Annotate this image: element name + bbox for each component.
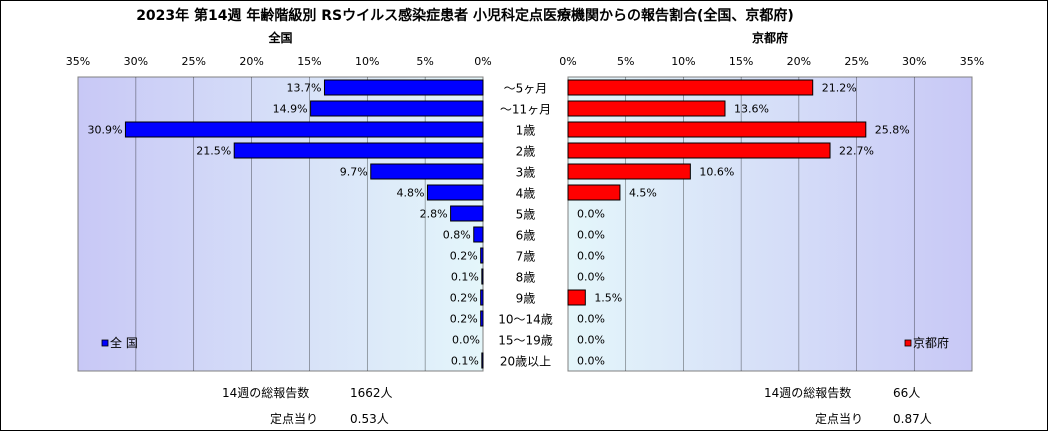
left-bar [481, 268, 484, 285]
left-value-label: 21.5% [196, 145, 231, 158]
left-value-label: 0.1% [451, 271, 479, 284]
left-tick-label: 15% [297, 55, 321, 68]
right-bar [567, 100, 726, 117]
right-value-label: 0.0% [577, 229, 605, 242]
right-value-label: 0.0% [577, 355, 605, 368]
category-label: 3歳 [516, 166, 536, 180]
right-tick-label: 25% [844, 55, 868, 68]
right-tick-label: 20% [787, 55, 811, 68]
left-value-label: 0.8% [443, 229, 471, 242]
left-value-label: 4.8% [397, 187, 425, 200]
left-bar [450, 205, 484, 222]
right-value-label: 25.8% [875, 124, 910, 137]
right-tick-label: 15% [729, 55, 753, 68]
legend-label-national: 全 国 [110, 335, 138, 350]
left-tick-label: 35% [66, 55, 90, 68]
left-tick-label: 5% [416, 55, 433, 68]
kyoto-per-value: 0.87人 [893, 412, 932, 426]
left-value-label: 30.9% [87, 124, 122, 137]
national-per-value: 0.53人 [350, 412, 389, 426]
left-bar [124, 121, 484, 138]
category-label: 9歳 [516, 292, 536, 306]
national-total-value: 1662人 [350, 386, 393, 400]
category-label: 6歳 [516, 229, 536, 243]
left-value-label: 0.2% [450, 250, 478, 263]
left-tick-label: 25% [181, 55, 205, 68]
left-plot-area [77, 76, 484, 372]
right-bar [567, 79, 814, 96]
left-tick-label: 0% [474, 55, 491, 68]
right-plot-area [567, 76, 973, 372]
right-value-label: 0.0% [577, 271, 605, 284]
right-value-label: 4.5% [629, 187, 657, 200]
right-value-label: 0.0% [577, 334, 605, 347]
left-bar [310, 100, 484, 117]
right-bar [567, 163, 691, 180]
right-tick-label: 10% [671, 55, 695, 68]
right-bar [567, 142, 831, 159]
right-tick-label: 30% [902, 55, 926, 68]
national-total-label: 14週の総報告数 [222, 386, 310, 400]
kyoto-total-label: 14週の総報告数 [764, 386, 852, 400]
left-tick-label: 20% [239, 55, 263, 68]
right-panel-title: 京都府 [752, 30, 788, 45]
category-label: 8歳 [516, 271, 536, 285]
right-value-label: 10.6% [699, 166, 734, 179]
left-bar [426, 184, 484, 201]
right-value-label: 0.0% [577, 208, 605, 221]
category-label: ～11ヶ月 [500, 103, 551, 117]
category-label: 15～19歳 [498, 334, 553, 348]
right-tick-label: 0% [559, 55, 576, 68]
legend-swatch-national [101, 339, 109, 347]
category-label: 10～14歳 [498, 313, 553, 327]
left-bar [473, 226, 484, 243]
left-bar [480, 310, 484, 327]
category-label: 2歳 [516, 145, 536, 159]
right-bar [567, 184, 621, 201]
right-bar [567, 121, 867, 138]
left-bar [323, 79, 484, 96]
left-value-label: 0.0% [452, 334, 480, 347]
category-label: 7歳 [516, 250, 536, 264]
left-value-label: 0.2% [450, 292, 478, 305]
legend-label-kyoto: 京都府 [913, 335, 949, 350]
right-tick-label: 5% [617, 55, 634, 68]
right-value-label: 0.0% [577, 313, 605, 326]
left-bar [480, 289, 484, 306]
kyoto-total-value: 66人 [893, 386, 921, 400]
right-bar [567, 289, 586, 306]
category-label: 1歳 [516, 124, 536, 138]
kyoto-per-label: 定点当り [815, 412, 864, 426]
right-value-label: 13.6% [734, 103, 769, 116]
left-bar [481, 352, 484, 369]
left-value-label: 0.2% [450, 313, 478, 326]
left-value-label: 14.9% [273, 103, 308, 116]
legend-swatch-kyoto [904, 339, 912, 347]
left-tick-label: 30% [124, 55, 148, 68]
left-tick-label: 10% [355, 55, 379, 68]
left-value-label: 13.7% [287, 82, 322, 95]
right-value-label: 0.0% [577, 250, 605, 263]
right-tick-label: 35% [960, 55, 984, 68]
left-value-label: 9.7% [340, 166, 368, 179]
left-value-label: 2.8% [420, 208, 448, 221]
category-label: ～5ヶ月 [504, 82, 548, 96]
national-per-label: 定点当り [270, 412, 319, 426]
right-value-label: 1.5% [594, 292, 622, 305]
right-value-label: 22.7% [839, 145, 874, 158]
category-label: 4歳 [516, 187, 536, 201]
left-bar [480, 247, 484, 264]
left-bar [370, 163, 484, 180]
left-value-label: 0.1% [451, 355, 479, 368]
category-label: 20歳以上 [500, 355, 551, 369]
left-panel-title: 全国 [267, 30, 292, 45]
category-label: 5歳 [516, 208, 536, 222]
chart-title: 2023年 第14週 年齢階級別 RSウイルス感染症患者 小児科定点医療機関から… [136, 8, 794, 24]
right-value-label: 21.2% [822, 82, 857, 95]
left-bar [233, 142, 484, 159]
